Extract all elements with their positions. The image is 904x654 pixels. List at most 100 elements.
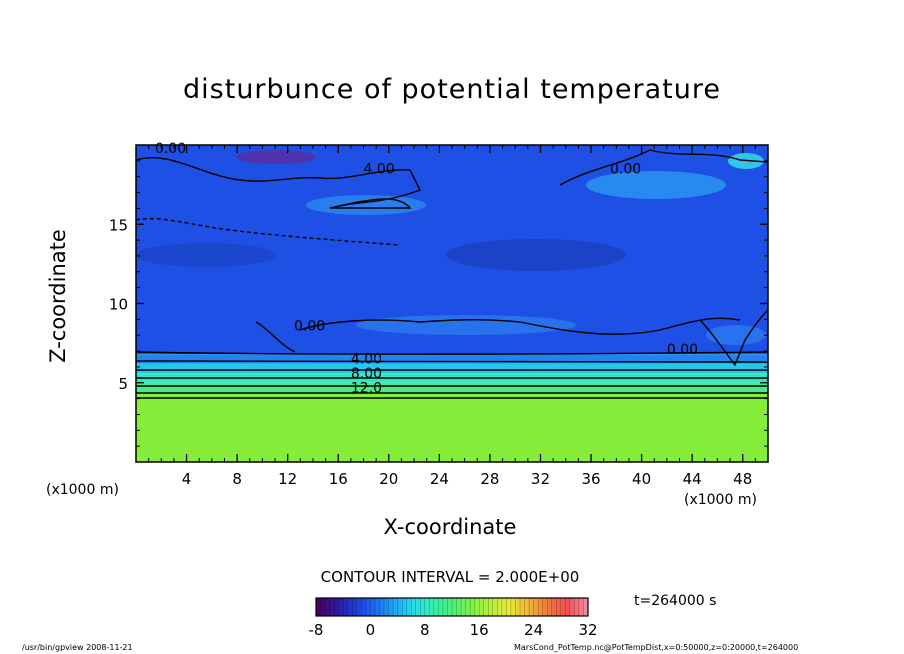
colorbar-tick-label: -8 bbox=[309, 621, 324, 639]
colorbar-cell bbox=[438, 598, 444, 616]
x-axis: 4 8 12 16 20 24 28 32 36 40 44 48 bbox=[148, 145, 756, 488]
x-tick-label: 4 bbox=[182, 470, 192, 488]
colorbar-cell bbox=[551, 598, 557, 616]
colorbar-cell bbox=[424, 598, 430, 616]
x-tick-label: 44 bbox=[683, 470, 702, 488]
field-band bbox=[136, 363, 768, 374]
colorbar-cell bbox=[406, 598, 412, 616]
colorbar-cell bbox=[411, 598, 417, 616]
contour-label: 12.0 bbox=[351, 380, 382, 396]
contour-label: 0.00 bbox=[155, 141, 186, 157]
colorbar-tick-label: 32 bbox=[578, 621, 597, 639]
colorbar-tick-label: 8 bbox=[420, 621, 430, 639]
field-texture bbox=[136, 243, 276, 267]
colorbar-cell bbox=[433, 598, 439, 616]
colorbar-cell bbox=[388, 598, 394, 616]
colorbar-cell bbox=[538, 598, 544, 616]
colorbar-cell bbox=[465, 598, 471, 616]
colorbar-cell bbox=[384, 598, 390, 616]
colorbar-cell bbox=[397, 598, 403, 616]
colorbar-cell bbox=[352, 598, 358, 616]
contour-line bbox=[136, 369, 768, 372]
contour-label: 0.00 bbox=[294, 318, 325, 334]
footer-right: MarsCond_PotTemp.nc@PotTempDist,x=0:5000… bbox=[514, 643, 799, 652]
colorbar-cell bbox=[320, 598, 326, 616]
colorbar-cell bbox=[402, 598, 408, 616]
x-tick-label: 24 bbox=[430, 470, 449, 488]
y-axis-label: Z-coordinate bbox=[46, 229, 70, 363]
x-tick-label: 12 bbox=[278, 470, 297, 488]
colorbar-cell bbox=[365, 598, 371, 616]
colorbar-cell bbox=[347, 598, 353, 616]
field-texture bbox=[236, 150, 316, 164]
footer-left: /usr/bin/gpview 2008-11-21 bbox=[22, 643, 133, 652]
colorbar-cell bbox=[447, 598, 453, 616]
colorbar-cell bbox=[529, 598, 535, 616]
colorbar-cell bbox=[506, 598, 512, 616]
colorbar-cell bbox=[442, 598, 448, 616]
colorbar-cell bbox=[574, 598, 580, 616]
colorbar-cell bbox=[492, 598, 498, 616]
colorbar-cell bbox=[547, 598, 553, 616]
colorbar-tick-label: 16 bbox=[470, 621, 489, 639]
colorbar-tick-label: 0 bbox=[366, 621, 376, 639]
field-layer bbox=[136, 145, 768, 462]
contour-label: 8.00 bbox=[351, 366, 382, 382]
colorbar-cell bbox=[334, 598, 340, 616]
contour-label: 4.00 bbox=[351, 352, 382, 368]
field-band bbox=[136, 392, 768, 462]
contour-label: 4.00 bbox=[364, 162, 395, 178]
contour-line bbox=[559, 149, 768, 186]
colorbar-cell bbox=[374, 598, 380, 616]
colorbar-cell bbox=[329, 598, 335, 616]
x-tick-label: 8 bbox=[232, 470, 242, 488]
contour-line bbox=[255, 317, 741, 353]
colorbar-cell bbox=[370, 598, 376, 616]
colorbar-cell bbox=[497, 598, 503, 616]
colorbar-cell bbox=[583, 598, 589, 616]
colorbar-cell bbox=[356, 598, 362, 616]
chart-title: disturbunce of potential temperature bbox=[183, 74, 721, 105]
field-band bbox=[136, 354, 768, 364]
colorbar-cell bbox=[361, 598, 367, 616]
colorbar-cell bbox=[429, 598, 435, 616]
y-tick-label: 5 bbox=[118, 375, 128, 393]
x-tick-label: 28 bbox=[480, 470, 499, 488]
field-texture bbox=[356, 315, 576, 335]
colorbar-cell bbox=[479, 598, 485, 616]
colorbar-cell bbox=[393, 598, 399, 616]
field-texture bbox=[706, 325, 766, 345]
colorbar: -8 0 8 16 24 32 bbox=[309, 597, 598, 639]
colorbar-cell bbox=[488, 598, 494, 616]
contour-line bbox=[136, 217, 401, 246]
field-texture bbox=[446, 239, 626, 271]
contour-line bbox=[136, 156, 421, 209]
colorbar-cell bbox=[556, 598, 562, 616]
colorbar-cell bbox=[379, 598, 385, 616]
x-tick-label: 40 bbox=[632, 470, 651, 488]
x-unit-label-right: (x1000 m) bbox=[684, 492, 757, 508]
contour-line bbox=[136, 351, 768, 355]
contour-label: 0.00 bbox=[610, 162, 641, 178]
colorbar-tick-label: 24 bbox=[524, 621, 543, 639]
x-tick-label: 20 bbox=[379, 470, 398, 488]
colorbar-cell bbox=[542, 598, 548, 616]
time-label: t=264000 s bbox=[634, 593, 717, 609]
colorbar-cell bbox=[533, 598, 539, 616]
x-tick-label: 36 bbox=[581, 470, 600, 488]
colorbar-cell bbox=[420, 598, 426, 616]
x-unit-label-left: (x1000 m) bbox=[46, 482, 119, 498]
colorbar-cell bbox=[338, 598, 344, 616]
colorbar-cell bbox=[456, 598, 462, 616]
colorbar-cell bbox=[565, 598, 571, 616]
colorbar-cell bbox=[461, 598, 467, 616]
contour-line bbox=[699, 309, 768, 367]
colorbar-cell bbox=[343, 598, 349, 616]
colorbar-cell bbox=[452, 598, 458, 616]
x-tick-label: 32 bbox=[531, 470, 550, 488]
y-tick-label: 15 bbox=[109, 216, 128, 234]
y-tick-label: 10 bbox=[109, 296, 128, 314]
colorbar-cell bbox=[578, 598, 584, 616]
colorbar-cell bbox=[316, 598, 322, 616]
